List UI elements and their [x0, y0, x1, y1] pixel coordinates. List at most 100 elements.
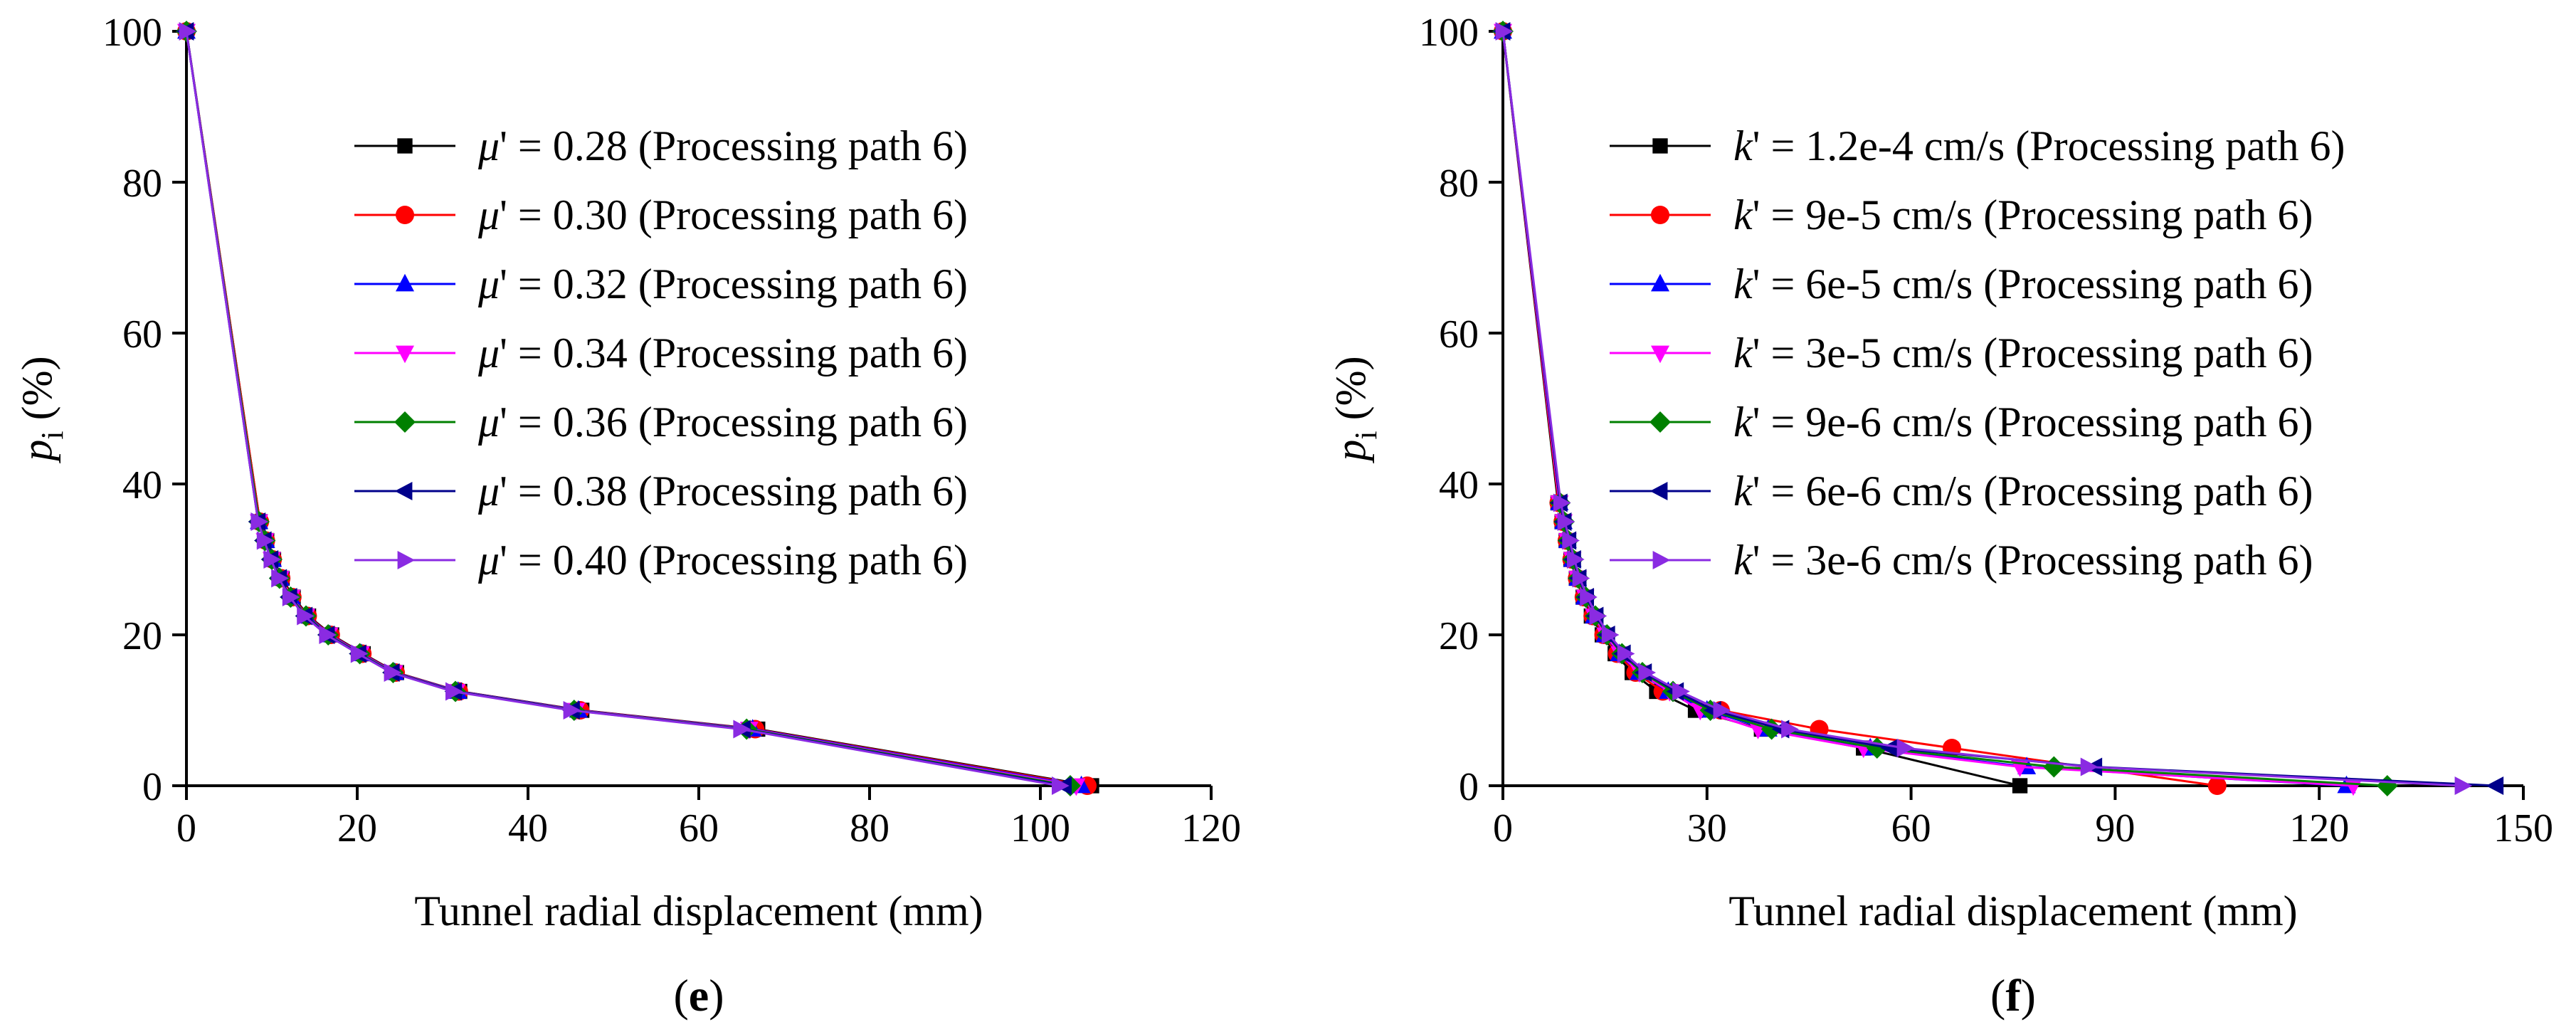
x-tick-label: 20: [337, 806, 377, 850]
legend: μ' = 0.28 (Processing path 6)μ' = 0.30 (…: [354, 122, 968, 584]
panel-label-close: ): [2021, 970, 2036, 1021]
legend-symbol: k: [1733, 330, 1753, 376]
y-tick-label: 40: [122, 463, 162, 507]
legend-label: μ' = 0.38 (Processing path 6): [477, 468, 968, 515]
legend-symbol: μ: [477, 399, 500, 446]
legend-marker: [397, 138, 413, 154]
y-tick-label: 0: [1459, 765, 1479, 809]
data-point: [2012, 778, 2028, 794]
y-axis-title: pi (%): [1327, 356, 1383, 463]
data-point: [1589, 606, 1608, 626]
legend-symbol: μ: [477, 537, 500, 584]
legend-label: k' = 9e-5 cm/s (Processing path 6): [1733, 191, 2313, 238]
series-e-6: [179, 22, 1070, 795]
chart-panel-f: 0 30 60 90 120 150 0 20 40 60 80 100 Tunnel radial d…: [1327, 11, 2553, 1021]
legend-symbol: μ: [477, 468, 500, 515]
legend-value: ' = 6e-6 cm/s: [1753, 468, 1984, 515]
legend-label: μ' = 0.32 (Processing path 6): [477, 260, 968, 307]
legend-value: ' = 0.28: [500, 122, 638, 169]
legend-marker: [1652, 138, 1668, 154]
legend-marker: [1649, 482, 1668, 500]
data-point: [1562, 531, 1580, 550]
y-tick-label: 60: [1439, 312, 1479, 357]
legend-item: μ' = 0.34 (Processing path 6): [354, 330, 968, 376]
legend-path: (Processing path 6): [1983, 330, 2313, 376]
legend-value: ' = 0.32: [500, 260, 638, 307]
panel-label-letter: f: [2005, 970, 2021, 1021]
data-point: [263, 550, 282, 569]
legend-item: μ' = 0.40 (Processing path 6): [354, 537, 968, 584]
y-tick-label: 20: [122, 614, 162, 658]
y-axis-subscript: i: [1348, 431, 1383, 439]
legend-marker: [1649, 411, 1671, 433]
legend-item: k' = 9e-6 cm/s (Processing path 6): [1610, 399, 2313, 446]
plot-area: [1492, 21, 2504, 796]
data-point: [297, 606, 315, 626]
legend-item: k' = 9e-5 cm/s (Processing path 6): [1610, 191, 2313, 238]
data-point: [384, 663, 402, 682]
legend-marker: [396, 273, 414, 292]
x-tick-label: 80: [850, 806, 890, 850]
x-tick-label: 40: [508, 806, 548, 850]
panel-label-close: ): [709, 970, 724, 1021]
legend-marker: [394, 482, 413, 500]
legend-marker: [1651, 345, 1669, 364]
legend-item: k' = 6e-6 cm/s (Processing path 6): [1610, 468, 2313, 515]
legend-path: (Processing path 6): [2015, 122, 2345, 169]
legend-label: k' = 1.2e-4 cm/s (Processing path 6): [1733, 122, 2345, 169]
data-point: [2486, 776, 2504, 795]
legend-marker: [1651, 273, 1669, 292]
y-tick-label: 0: [142, 765, 162, 809]
data-point: [250, 512, 269, 531]
legend-symbol: μ: [477, 191, 500, 238]
x-tick-label: 150: [2493, 806, 2553, 850]
data-point: [1781, 720, 1799, 739]
legend-path: (Processing path 6): [1983, 260, 2313, 307]
legend-marker: [394, 411, 416, 433]
legend-symbol: k: [1733, 122, 1753, 169]
y-tick-label: 80: [1439, 162, 1479, 206]
y-tick-label: 100: [1419, 11, 1479, 55]
legend-path: (Processing path 6): [1983, 537, 2313, 584]
legend-item: μ' = 0.32 (Processing path 6): [354, 260, 968, 307]
panel-label-open: (: [1990, 970, 2005, 1021]
legend-path: (Processing path 6): [638, 330, 968, 376]
legend-label: k' = 3e-6 cm/s (Processing path 6): [1733, 537, 2313, 584]
x-axis-title: Tunnel radial displacement (mm): [414, 888, 983, 934]
legend-symbol: k: [1733, 537, 1753, 584]
legend-value: ' = 1.2e-4 cm/s: [1753, 122, 2016, 169]
legend-item: k' = 3e-6 cm/s (Processing path 6): [1610, 537, 2313, 584]
y-axis-unit: (%): [1327, 356, 1374, 431]
y-axis-unit: (%): [14, 356, 60, 431]
legend-path: (Processing path 6): [638, 191, 968, 238]
data-point: [1896, 739, 1915, 757]
legend-value: ' = 3e-5 cm/s: [1753, 330, 1984, 376]
legend-symbol: k: [1733, 468, 1753, 515]
y-axis-title: pi (%): [14, 356, 70, 463]
data-point: [2043, 756, 2065, 778]
legend-symbol: μ: [477, 122, 500, 169]
data-point: [2080, 757, 2099, 776]
panel-label-letter: e: [689, 970, 709, 1021]
x-tick-label: 100: [1010, 806, 1070, 850]
data-point: [445, 682, 463, 701]
legend-symbol: k: [1733, 191, 1753, 238]
legend: k' = 1.2e-4 cm/s (Processing path 6)k' =…: [1610, 122, 2345, 584]
data-point: [1557, 512, 1575, 531]
legend-item: k' = 3e-5 cm/s (Processing path 6): [1610, 330, 2313, 376]
legend-value: ' = 0.40: [500, 537, 638, 584]
x-tick-label: 30: [1687, 806, 1727, 850]
y-tick-label: 60: [122, 312, 162, 357]
x-axis-title: Tunnel radial displacement (mm): [1728, 888, 2297, 934]
legend-label: μ' = 0.28 (Processing path 6): [477, 122, 968, 169]
panel-label: (f): [1990, 970, 2036, 1021]
legend-symbol: μ: [477, 260, 500, 307]
legend-path: (Processing path 6): [1983, 399, 2313, 446]
data-point: [1761, 718, 1783, 740]
legend-value: ' = 9e-6 cm/s: [1753, 399, 1984, 446]
data-point: [2376, 775, 2398, 796]
panel-label-open: (: [673, 970, 688, 1021]
series-f-6: [1495, 22, 2473, 795]
legend-path: (Processing path 6): [638, 399, 968, 446]
